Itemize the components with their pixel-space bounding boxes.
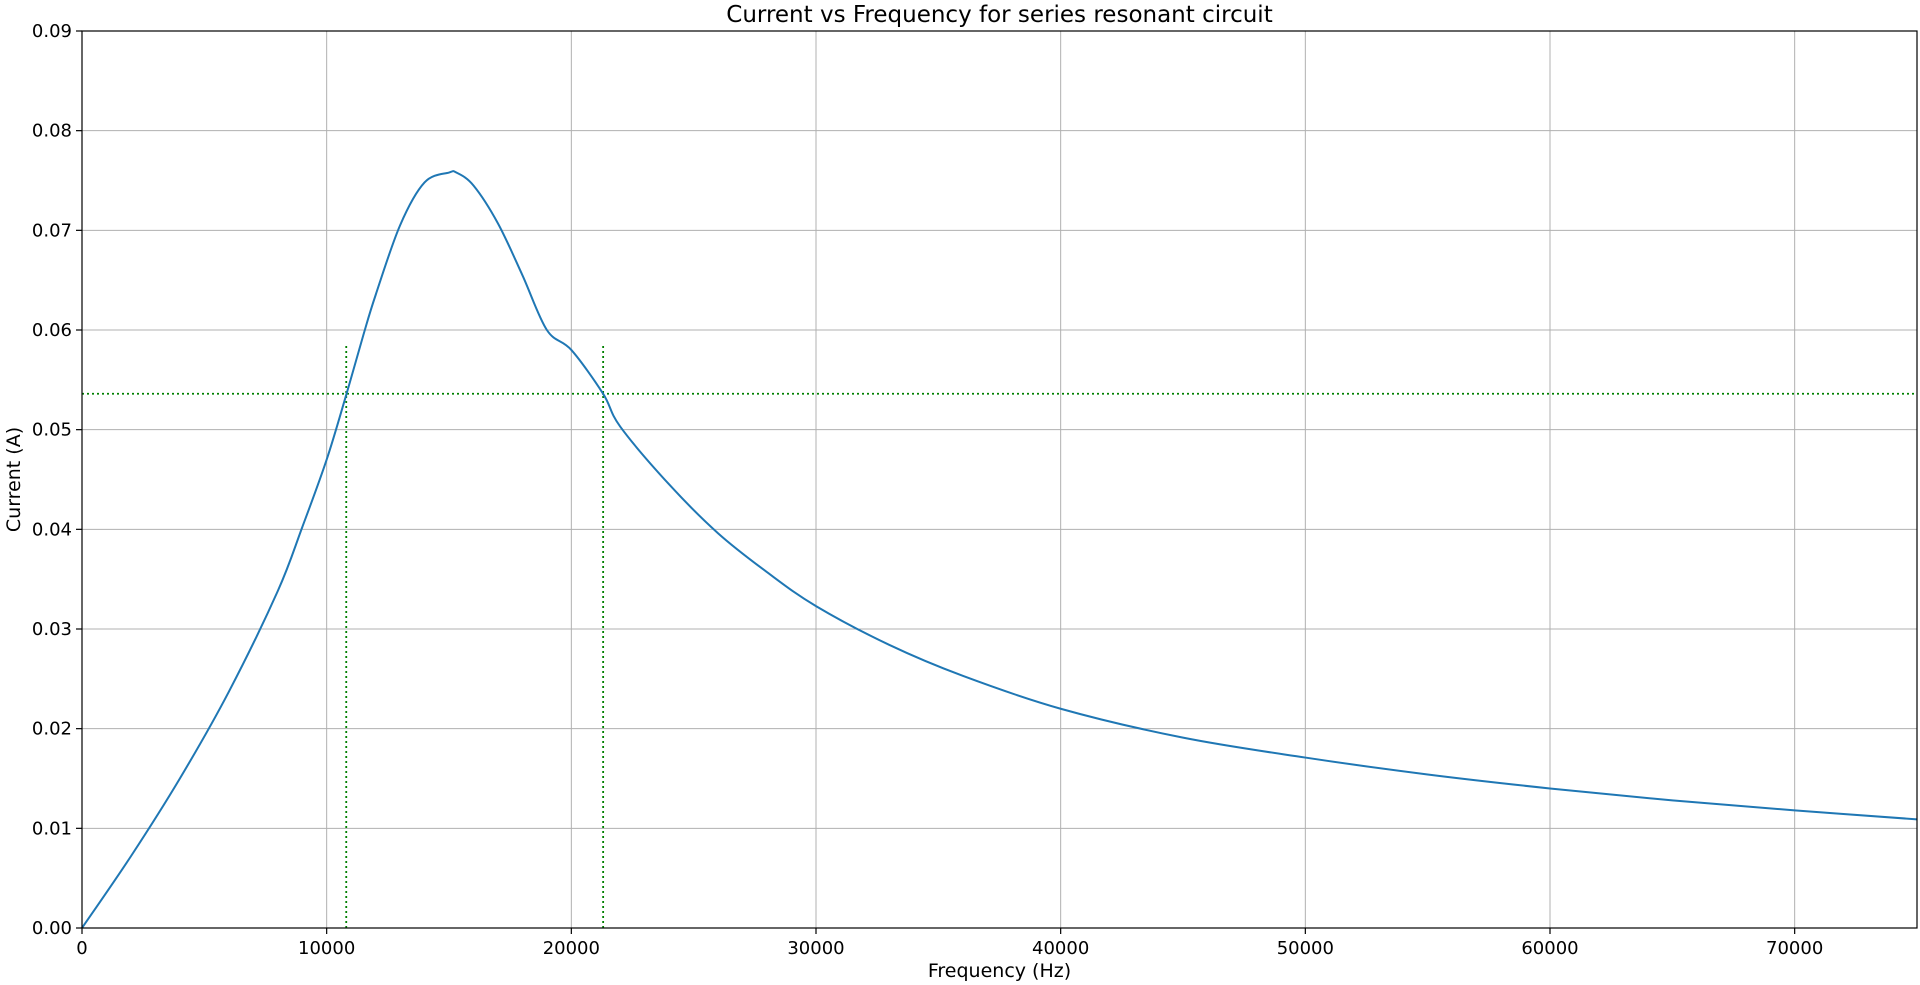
- y-tick-label: 0.05: [32, 420, 72, 441]
- chart-title: Current vs Frequency for series resonant…: [726, 2, 1272, 28]
- x-tick-label: 10000: [298, 938, 355, 959]
- x-axis-label: Frequency (Hz): [928, 960, 1071, 982]
- grid: [81, 30, 1917, 929]
- y-axis-label: Current (A): [3, 427, 25, 532]
- series-layer: [81, 170, 1918, 929]
- x-tick-label: 60000: [1521, 938, 1578, 959]
- y-tick-label: 0.08: [32, 121, 72, 142]
- y-tick-label: 0.02: [32, 719, 72, 740]
- y-tick-label: 0.03: [32, 619, 72, 640]
- x-tick-label: 40000: [1032, 938, 1089, 959]
- y-tick-label: 0.07: [32, 220, 72, 241]
- reference-lines: [82, 344, 1917, 928]
- y-tick-label: 0.06: [32, 320, 72, 341]
- y-tick-label: 0.04: [32, 519, 72, 540]
- current-curve: [81, 170, 1918, 929]
- y-tick-label: 0.00: [32, 918, 72, 939]
- x-tick-label: 70000: [1766, 938, 1823, 959]
- plot-frame: [81, 30, 1918, 929]
- x-tick-label: 0: [76, 938, 87, 959]
- x-axis-ticks: 0 10000 20000 30000 40000 50000 60000 70000: [76, 928, 1823, 959]
- x-tick-label: 30000: [787, 938, 844, 959]
- y-tick-label: 0.01: [32, 818, 72, 839]
- y-axis-ticks: 0.00 0.01 0.02 0.03 0.04 0.05 0.06 0.07 0.08 0.09: [32, 21, 82, 939]
- y-tick-label: 0.09: [32, 21, 72, 42]
- x-tick-label: 20000: [543, 938, 600, 959]
- x-tick-label: 50000: [1277, 938, 1334, 959]
